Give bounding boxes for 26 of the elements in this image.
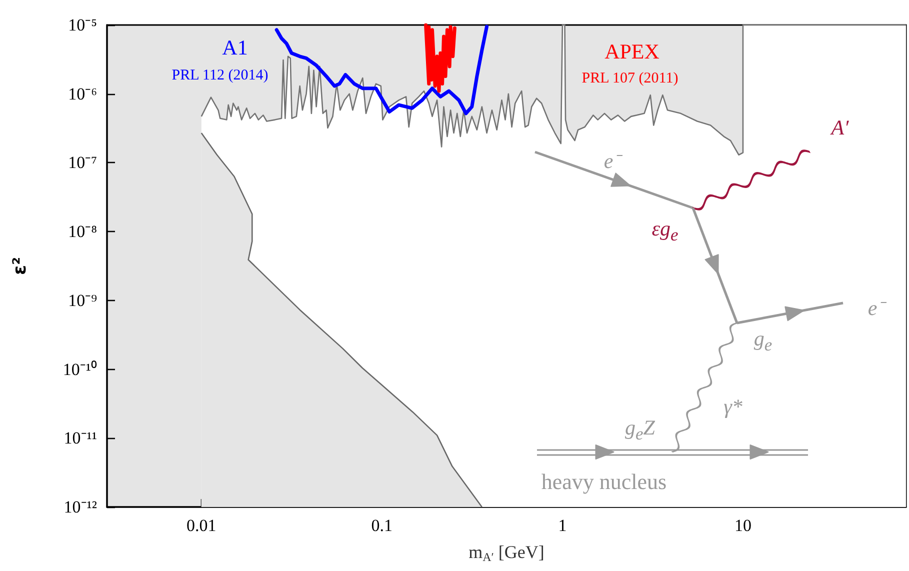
y-tick-label: 10⁻⁵ bbox=[68, 16, 98, 34]
annotation: g$_{e}$ bbox=[754, 326, 772, 356]
x-tick-label: 1 bbox=[558, 516, 567, 535]
x-tick-label: 10 bbox=[734, 516, 752, 535]
y-tick-label: 10⁻¹⁰ bbox=[62, 360, 97, 379]
annotation: e⁻ bbox=[868, 295, 884, 321]
x-tick-label: 0.1 bbox=[371, 516, 393, 535]
annotation: γ* bbox=[724, 394, 742, 420]
annotation: e⁻ bbox=[604, 148, 620, 174]
annotation: A′ bbox=[831, 116, 849, 140]
y-tick-label: 10⁻⁹ bbox=[68, 290, 98, 310]
annotation: g$_{e}$Z bbox=[625, 415, 655, 445]
y-tick-label: 10⁻¹² bbox=[64, 498, 97, 516]
line-series bbox=[424, 23, 456, 93]
annotation: heavy nucleus bbox=[541, 469, 667, 495]
series-label: A1 bbox=[222, 36, 248, 60]
annotation: PRL 107 (2011) bbox=[582, 70, 678, 88]
y-tick-label: 10⁻¹¹ bbox=[64, 428, 97, 448]
annotation: εg$_{e}$ bbox=[652, 216, 678, 246]
text: APEX bbox=[604, 40, 660, 64]
y-tick-label: 10⁻⁶ bbox=[68, 84, 98, 104]
y-axis-title: ε² bbox=[10, 257, 30, 275]
annotation: PRL 112 (2014) bbox=[172, 68, 268, 84]
y-tick-label: 10⁻⁸ bbox=[68, 222, 98, 242]
x-tick-label: 0.01 bbox=[186, 516, 216, 535]
y-tick-label: 10⁻⁷ bbox=[68, 153, 98, 172]
